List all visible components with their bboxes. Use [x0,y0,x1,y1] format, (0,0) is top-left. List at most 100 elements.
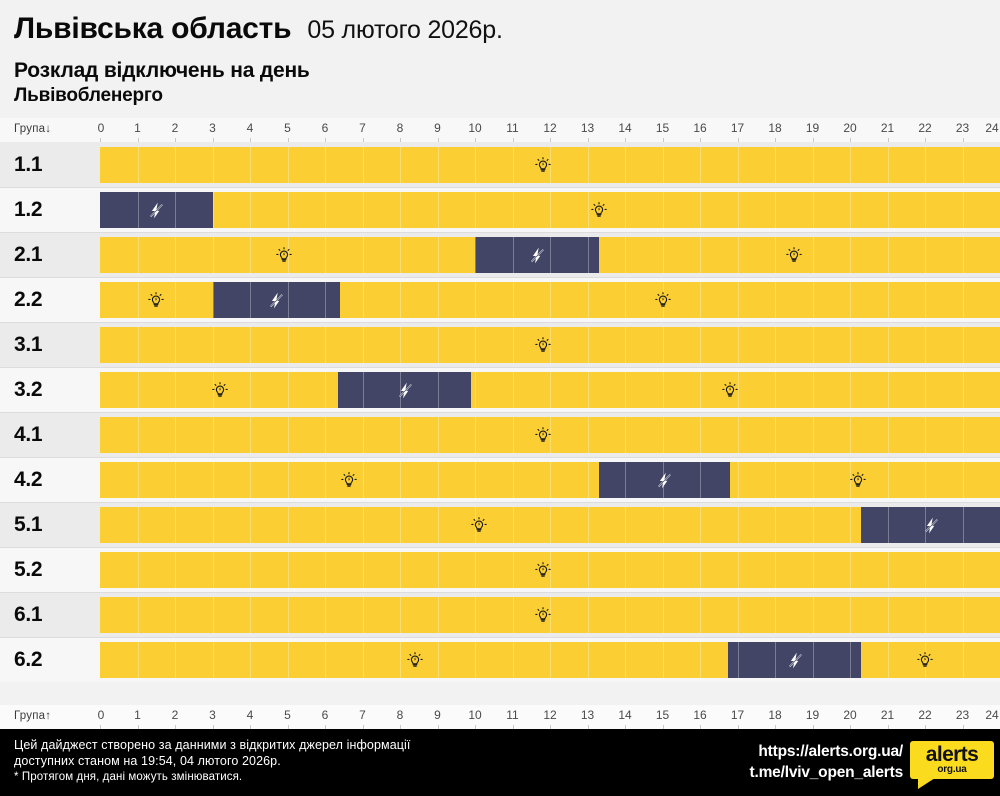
hour-gridline [362,642,364,678]
logo-bubble-tail [918,778,935,789]
hour-gridline [437,417,439,453]
hour-gridline [325,417,326,453]
power-on-segment[interactable] [100,597,1000,633]
axis-tickmark [512,138,514,142]
hour-gridline [325,372,326,408]
power-on-segment[interactable] [340,282,1000,318]
axis-tickmark [812,725,814,729]
row-track[interactable] [100,372,1000,408]
schedule-row: 6.1 [0,592,1000,637]
hour-gridline [250,417,251,453]
hour-gridline [212,372,214,408]
hour-gridline [212,282,214,318]
hour-gridline [287,192,289,228]
hour-gridline [137,417,139,453]
power-on-segment[interactable] [212,192,1000,228]
power-on-segment[interactable] [730,462,1000,498]
link-website[interactable]: https://alerts.org.ua/ [758,743,903,760]
axis-tickmark [175,725,176,729]
row-track[interactable] [100,192,1000,228]
power-on-segment[interactable] [598,237,1000,273]
power-on-segment[interactable] [100,507,862,543]
axis-tickmark [400,138,401,142]
axis-tickmark [137,725,139,729]
row-track[interactable] [100,642,1000,678]
hour-gridline [287,462,289,498]
hour-gridline [212,327,214,363]
row-separator [0,502,1000,503]
hour-gridline [512,642,514,678]
hour-gridline [625,192,626,228]
footer: Цей дайджест створено за данними з відкр… [0,729,1000,796]
hour-gridline [362,417,364,453]
hour-gridline [137,462,139,498]
power-on-segment[interactable] [100,372,339,408]
row-track[interactable] [100,507,1000,543]
hour-gridline [550,192,551,228]
row-track[interactable] [100,552,1000,588]
axis-tick: 14 [618,121,632,135]
lightbulb-on-icon [849,471,867,489]
hour-gridline [212,417,214,453]
axis-tick: 8 [396,708,404,722]
hour-gridline [212,507,214,543]
group-label: 5.2 [14,557,43,581]
hour-gridline [925,327,926,363]
axis-tickmark [212,138,214,142]
row-track[interactable] [100,282,1000,318]
power-on-segment[interactable] [100,417,1000,453]
hour-gridline [362,327,364,363]
axis-tick: 13 [580,708,595,722]
logo-main-text: alerts [925,743,979,766]
power-on-segment[interactable] [100,642,729,678]
hour-gridline [700,192,701,228]
hour-gridline [212,462,214,498]
link-telegram[interactable]: t.me/lviv_open_alerts [749,764,904,781]
axis-tickmark [250,138,251,142]
hour-gridline [400,462,401,498]
hour-gridline [700,507,701,543]
row-track[interactable] [100,147,1000,183]
power-on-segment[interactable] [100,552,1000,588]
power-on-segment[interactable] [861,642,1000,678]
lightbulb-on-icon [275,246,293,264]
hour-gridline [812,507,814,543]
axis-tick: 4 [246,121,254,135]
hour-gridline [587,552,589,588]
footer-disclaimer: Цей дайджест створено за данними з відкр… [14,737,410,785]
row-track[interactable] [100,237,1000,273]
row-track[interactable] [100,597,1000,633]
hour-gridline [962,597,964,633]
hour-gridline [662,147,664,183]
header: Львівська область 05 лютого 2026р. Розкл… [0,0,1000,118]
row-separator [0,547,1000,548]
power-on-segment[interactable] [100,147,1000,183]
hour-gridline [625,282,626,318]
power-on-segment[interactable] [100,327,1000,363]
footer-line-1: Цей дайджест створено за данними з відкр… [14,738,411,752]
hour-gridline [812,192,814,228]
axis-tick: 4 [246,708,254,722]
axis-tick: 15 [655,708,670,722]
axis-tick: 20 [843,708,857,722]
hour-gridline [325,237,326,273]
hour-gridline [812,237,814,273]
axis-tickmark [437,725,439,729]
power-on-segment[interactable] [471,372,1000,408]
hour-gridline [587,642,589,678]
row-track[interactable] [100,417,1000,453]
lightbulb-on-icon [590,201,608,219]
hour-gridline [362,147,364,183]
hour-gridline [400,642,401,678]
alerts-logo[interactable]: alerts org.ua [910,741,994,789]
hour-gridline [775,192,776,228]
hour-gridline [550,372,551,408]
row-track[interactable] [100,327,1000,363]
hour-gridline [550,417,551,453]
row-track[interactable] [100,462,1000,498]
hour-gridline [512,327,514,363]
axis-bottom-label: Група↑ [14,710,52,722]
axis-tickmark [625,725,626,729]
hour-gridline [925,642,926,678]
group-label: 6.2 [14,647,43,671]
